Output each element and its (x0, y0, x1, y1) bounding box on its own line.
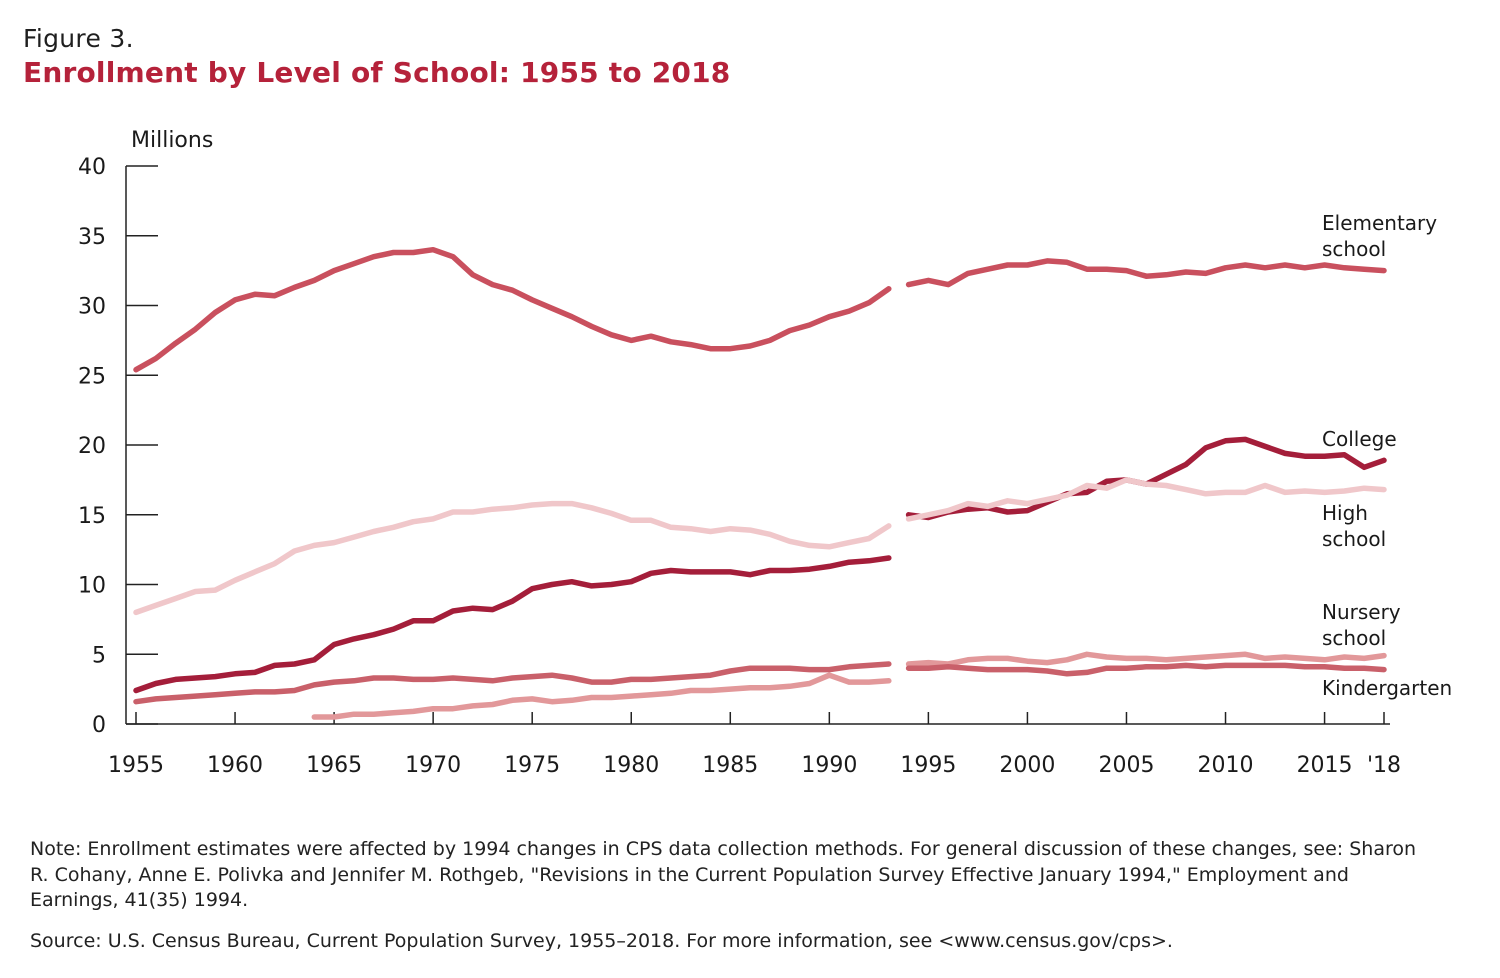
x-tick-label: 2005 (1098, 753, 1154, 778)
series-labels: ElementaryschoolCollegeHighschoolNursery… (1322, 211, 1452, 700)
x-tick-label: '18 (1367, 753, 1401, 778)
x-tick-label: 1975 (504, 753, 560, 778)
chart-title: Enrollment by Level of School: 1955 to 2… (23, 56, 731, 89)
axes: 0 5 10 15 20 25 30 35 40 1955 1960 1965 1970 1975 1980… (78, 155, 1401, 778)
y-tick-label: 0 (92, 713, 106, 738)
series-line-college-seg1 (133, 555, 892, 694)
y-tick-label: 25 (78, 364, 106, 389)
series-label-nursery-school: Nursery (1322, 600, 1401, 624)
chart-svg: Millions 0 5 10 15 20 25 30 35 40 1955 1960 1965 197… (78, 128, 1452, 778)
series-label-elementary-school: school (1322, 237, 1386, 261)
series-label-high-school: school (1322, 527, 1386, 551)
x-tick-label: 1960 (207, 753, 263, 778)
x-tick-label: 1955 (108, 753, 164, 778)
note-text: Note: Enrollment estimates were affected… (30, 838, 1417, 911)
series-label-high-school: High (1322, 501, 1368, 525)
series-line-elementary-school-seg1 (133, 246, 892, 373)
series-label-elementary-school: Elementary (1322, 211, 1437, 235)
series-line-kindergarten-seg1 (133, 661, 892, 705)
x-tick-label: 1990 (801, 753, 857, 778)
x-tick-label: 1965 (306, 753, 362, 778)
x-tick-label: 1995 (900, 753, 956, 778)
y-tick-label: 30 (78, 295, 106, 320)
series-line-nursery-school-seg2 (905, 651, 1387, 667)
series-label-college: College (1322, 427, 1397, 451)
x-tick-label: 1980 (603, 753, 659, 778)
x-tick-label: 1970 (405, 753, 461, 778)
y-tick-label: 15 (78, 504, 106, 529)
x-tick-label: 2000 (999, 753, 1055, 778)
series-line-high-school-seg2 (905, 477, 1387, 522)
y-tick-label: 10 (78, 574, 106, 599)
series-label-kindergarten: Kindergarten (1322, 676, 1452, 700)
x-tick-label: 2015 (1297, 753, 1353, 778)
series-line-kindergarten-seg2 (905, 662, 1387, 677)
series-lines (133, 246, 1387, 720)
series-label-nursery-school: school (1322, 626, 1386, 650)
series-line-nursery-school-seg1 (311, 672, 892, 720)
source-text: Source: U.S. Census Bureau, Current Popu… (30, 930, 1173, 952)
series-line-elementary-school-seg2 (905, 258, 1387, 288)
series-line-high-school-seg1 (133, 500, 892, 616)
y-tick-label: 40 (78, 155, 106, 180)
x-tick-label: 2010 (1198, 753, 1254, 778)
y-tick-label: 20 (78, 434, 106, 459)
y-tick-label: 5 (92, 643, 106, 668)
y-axis-unit-label: Millions (131, 128, 213, 153)
x-tick-label: 1985 (702, 753, 758, 778)
figure-label: Figure 3. (23, 24, 134, 53)
y-tick-label: 35 (78, 225, 106, 250)
